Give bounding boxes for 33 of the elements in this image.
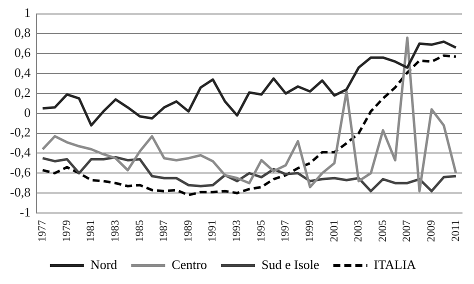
y-tick-label: -0,8 xyxy=(10,184,31,200)
x-tick-label: 1977 xyxy=(36,220,49,242)
x-tick-label: 1985 xyxy=(134,220,146,242)
y-tick-label: -0,6 xyxy=(10,164,32,180)
x-tick-label: 1991 xyxy=(206,220,219,242)
y-tick-label: 0,6 xyxy=(14,45,32,60)
x-tick-label: 1981 xyxy=(85,220,98,242)
x-tick-label: 2011 xyxy=(450,220,462,242)
y-tick-label: 0,4 xyxy=(14,64,32,80)
x-tick-label: 2007 xyxy=(401,220,414,242)
y-tick-label: 1 xyxy=(24,5,31,20)
x-tick-label: 2003 xyxy=(352,220,365,242)
legend-label: Sud e Isole xyxy=(262,256,320,272)
x-tick-label: 1993 xyxy=(231,220,244,242)
y-tick-label: -0,4 xyxy=(10,144,32,160)
x-tick-label: 2009 xyxy=(426,220,438,242)
x-tick-label: 1987 xyxy=(158,220,170,242)
y-tick-label: 0,2 xyxy=(14,84,31,100)
y-tick-label: -1 xyxy=(20,204,31,220)
x-tick-label: 2005 xyxy=(376,220,389,242)
x-tick-label: 1979 xyxy=(60,220,73,242)
legend-label: ITALIA xyxy=(374,256,417,272)
x-tick-label: 1989 xyxy=(182,220,194,242)
y-tick-label: 0 xyxy=(24,104,31,120)
y-tick-label: 0,8 xyxy=(14,25,31,40)
x-tick-label: 1995 xyxy=(255,220,268,242)
x-tick-label: 1999 xyxy=(304,220,316,242)
x-tick-label: 1983 xyxy=(109,220,122,242)
x-tick-label: 1997 xyxy=(280,220,292,242)
x-tick-label: 2001 xyxy=(328,220,340,242)
legend-label: Centro xyxy=(172,256,208,272)
legend-label: Nord xyxy=(90,256,118,272)
y-tick-label: -0,2 xyxy=(10,124,31,140)
